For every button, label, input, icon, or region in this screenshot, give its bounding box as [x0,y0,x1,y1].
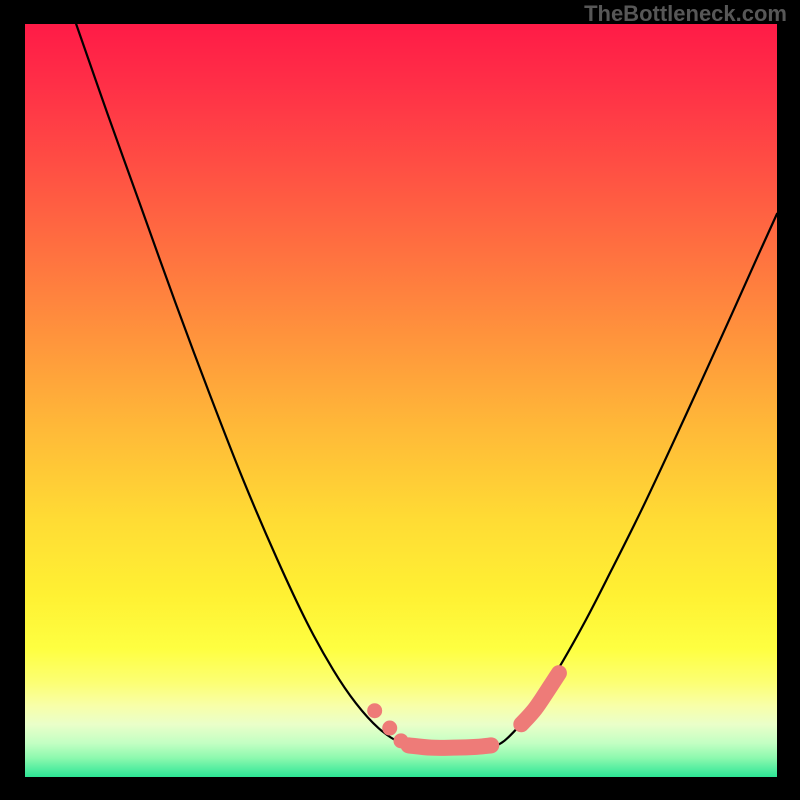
marker-dot-2 [394,733,409,748]
marker-dot-0 [367,703,382,718]
marker-dot-1 [382,721,397,736]
marker-capsule-0 [409,745,492,747]
chart-stage: TheBottleneck.com [0,0,800,800]
bottleneck-curve [76,24,777,748]
curve-overlay [25,24,777,777]
watermark-text: TheBottleneck.com [584,1,787,27]
plot-area [25,24,777,777]
marker-capsule-1 [521,673,559,724]
